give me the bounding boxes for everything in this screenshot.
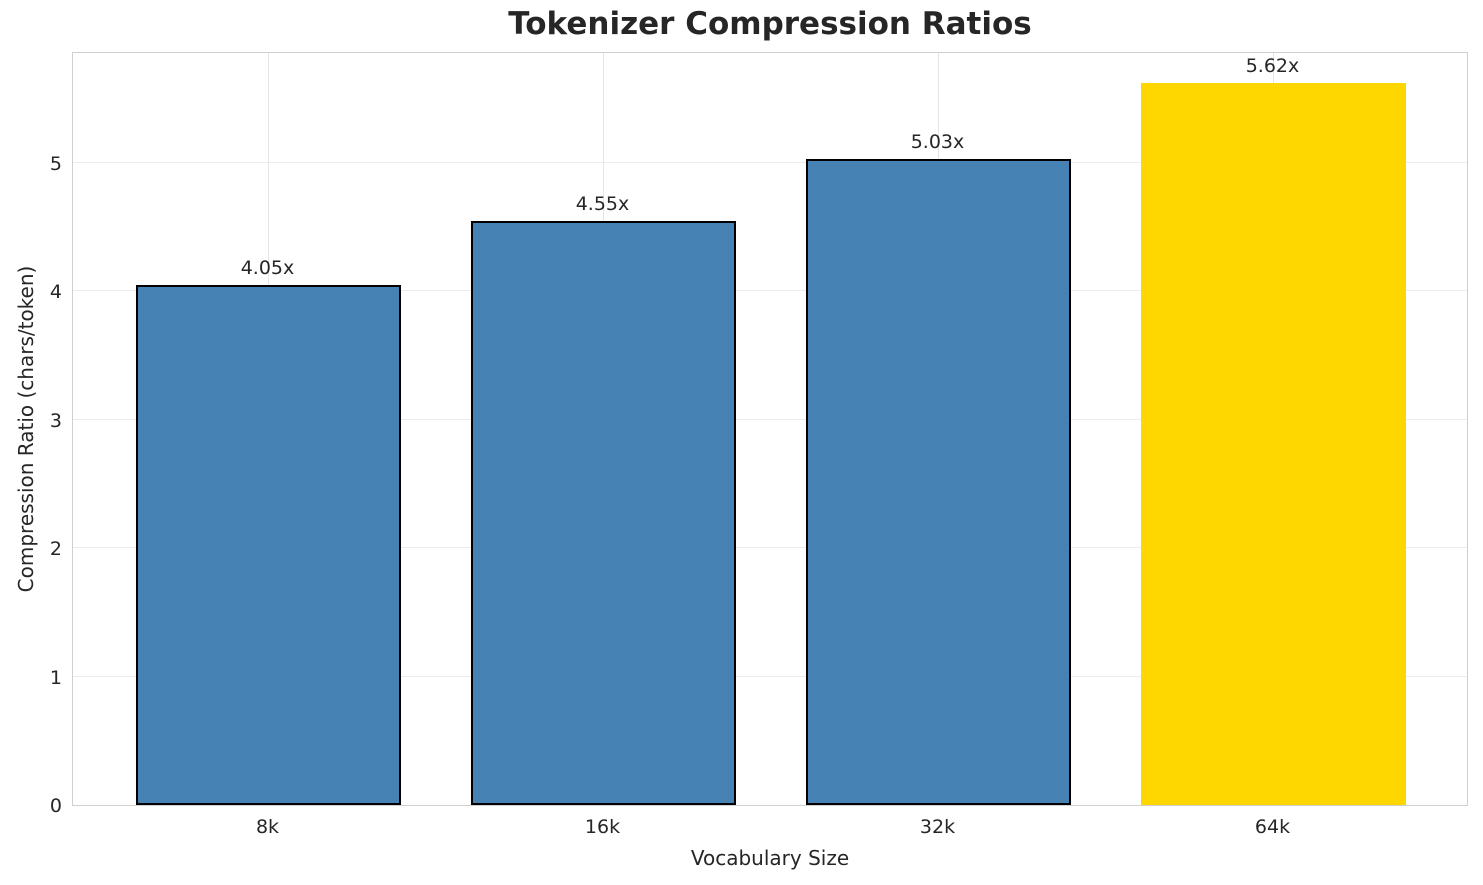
y-tick-label: 3: [49, 409, 62, 432]
y-tick-label: 0: [49, 795, 62, 817]
x-tick-label-64k: 64k: [1254, 816, 1291, 838]
gridline-horizontal: [73, 418, 1467, 420]
gridline-horizontal: [73, 675, 1467, 677]
y-axis-label: Compression Ratio (chars/token): [14, 265, 38, 593]
chart-title: Tokenizer Compression Ratios: [508, 6, 1032, 42]
gridline-horizontal: [73, 161, 1467, 163]
bar-value-label: 5.03x: [910, 130, 965, 153]
y-tick-label: 4: [49, 281, 62, 304]
x-tick-label-16k: 16k: [584, 816, 621, 838]
bar-16k: [471, 220, 736, 805]
bar-8k: [136, 284, 401, 805]
y-tick-label: 5: [49, 152, 62, 175]
bar-value-label: 4.05x: [240, 256, 295, 279]
bar-32k: [806, 158, 1071, 805]
y-tick-label: 2: [49, 538, 62, 561]
x-axis-label: Vocabulary Size: [690, 846, 850, 870]
bar-value-label: 4.55x: [575, 192, 630, 215]
x-tick-label-32k: 32k: [919, 816, 956, 838]
bar-value-label: 5.62x: [1245, 55, 1300, 78]
bar-64k-highlighted: [1141, 83, 1406, 805]
plot-area: [72, 52, 1468, 806]
y-tick-label: 1: [49, 666, 62, 689]
gridline-horizontal: [73, 290, 1467, 292]
x-tick-label-8k: 8k: [255, 816, 280, 838]
gridline-horizontal: [73, 547, 1467, 549]
